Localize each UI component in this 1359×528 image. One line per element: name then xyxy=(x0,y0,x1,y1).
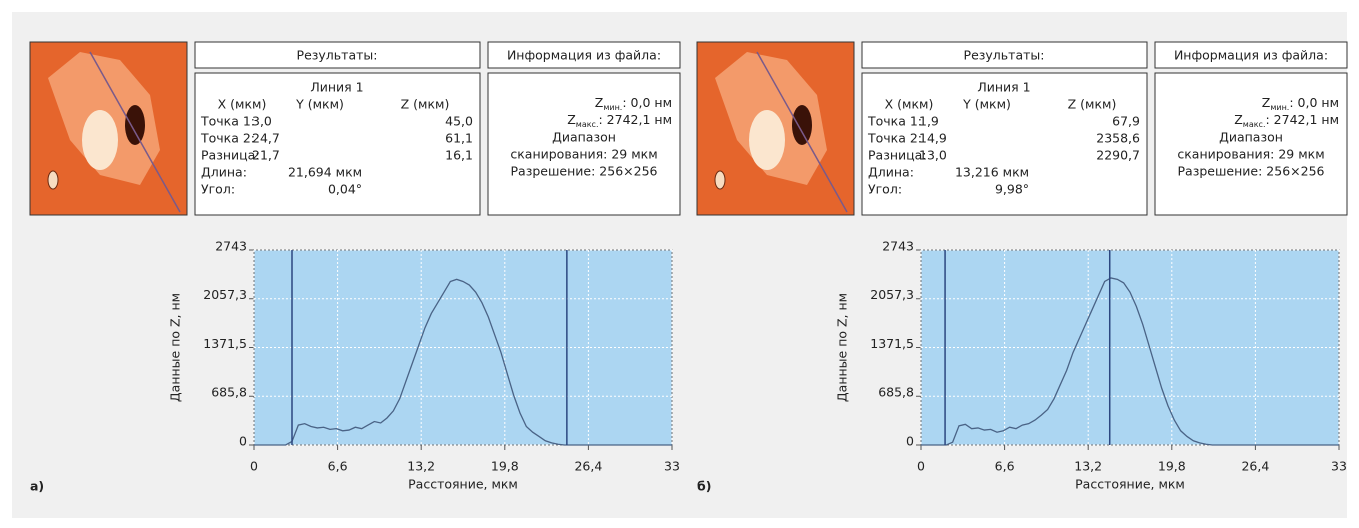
y-axis-label: Данные по Z, нм xyxy=(835,293,850,402)
y-tick-label: 0 xyxy=(239,434,247,449)
x-value: 14,9 xyxy=(919,131,947,146)
x-value: 1,9 xyxy=(919,114,939,129)
x-value: 3,0 xyxy=(252,114,272,129)
x-tick-label: 0 xyxy=(917,459,925,474)
x-value: 24,7 xyxy=(252,131,280,146)
length-value: 13,216 мкм xyxy=(955,165,1029,180)
line-name: Линия 1 xyxy=(977,80,1030,95)
z-value: 16,1 xyxy=(445,148,473,163)
info-title: Информация из файла: xyxy=(507,48,661,63)
z-subscript: мин. xyxy=(1270,103,1289,112)
column-header: X (мкм) xyxy=(218,97,267,112)
angle-value: 9,98° xyxy=(995,182,1029,197)
x-value: 21,7 xyxy=(252,148,280,163)
z-subscript: макс. xyxy=(1243,120,1266,129)
y-tick-label: 685,8 xyxy=(211,385,247,400)
y-tick-label: 0 xyxy=(906,434,914,449)
z-value: 67,9 xyxy=(1112,114,1140,129)
length-label: Длина: xyxy=(868,165,914,180)
scan-range: сканирования: 29 мкм xyxy=(1177,147,1324,162)
x-tick-label: 19,8 xyxy=(491,459,519,474)
z-value: 2290,7 xyxy=(1096,148,1140,163)
z-symbol: Z xyxy=(567,112,576,127)
x-tick-label: 6,6 xyxy=(328,459,348,474)
y-tick-label: 685,8 xyxy=(878,385,914,400)
y-tick-label: 2743 xyxy=(215,239,247,254)
z-value: 61,1 xyxy=(445,131,473,146)
row-label: Разница: xyxy=(201,148,260,163)
info-title: Информация из файла: xyxy=(1174,48,1328,63)
length-value: 21,694 мкм xyxy=(288,165,362,180)
x-tick-label: 0 xyxy=(250,459,258,474)
results-title: Результаты: xyxy=(297,48,378,63)
row-label: Точка 2: xyxy=(867,131,922,146)
z-value: 2358,6 xyxy=(1096,131,1140,146)
z-value: : 2742,1 нм xyxy=(599,112,673,127)
figure: Результаты: Линия 1 X (мкм) Y (мкм) Z (мкм) Т… xyxy=(0,0,1359,528)
y-tick-label: 1371,5 xyxy=(203,336,247,351)
cell-dark xyxy=(792,105,812,145)
row-label: Разница: xyxy=(868,148,927,163)
x-tick-label: 33 xyxy=(1331,459,1347,474)
x-tick-label: 19,8 xyxy=(1158,459,1186,474)
x-axis-label: Расстояние, мкм xyxy=(408,477,518,492)
column-header: X (мкм) xyxy=(885,97,934,112)
column-header: Y (мкм) xyxy=(295,97,344,112)
column-header: Y (мкм) xyxy=(962,97,1011,112)
x-tick-label: 33 xyxy=(664,459,680,474)
z-symbol: Z xyxy=(1234,112,1243,127)
y-tick-label: 2743 xyxy=(882,239,914,254)
y-tick-label: 2057,3 xyxy=(870,287,914,302)
x-tick-label: 26,4 xyxy=(574,459,602,474)
line-name: Линия 1 xyxy=(310,80,363,95)
z-value: : 0,0 нм xyxy=(622,95,672,110)
angle-label: Угол: xyxy=(868,182,902,197)
z-value: : 2742,1 нм xyxy=(1266,112,1340,127)
scan-range: Диапазон xyxy=(1219,130,1283,145)
resolution: Разрешение: 256×256 xyxy=(511,164,658,179)
cell-bright xyxy=(82,110,118,170)
z-subscript: мин. xyxy=(603,103,622,112)
x-tick-label: 13,2 xyxy=(1074,459,1102,474)
angle-label: Угол: xyxy=(201,182,235,197)
particle xyxy=(715,171,725,189)
resolution: Разрешение: 256×256 xyxy=(1178,164,1325,179)
length-label: Длина: xyxy=(201,165,247,180)
angle-value: 0,04° xyxy=(328,182,362,197)
cell-bright xyxy=(749,110,785,170)
x-value: 13,0 xyxy=(919,148,947,163)
row-label: Точка 2: xyxy=(200,131,255,146)
column-header: Z (мкм) xyxy=(1068,97,1117,112)
y-tick-label: 2057,3 xyxy=(203,287,247,302)
panel-label: б) xyxy=(697,479,711,494)
z-symbol: Z xyxy=(1262,95,1271,110)
z-value: : 0,0 нм xyxy=(1289,95,1339,110)
scan-range: сканирования: 29 мкм xyxy=(510,147,657,162)
z-subscript: макс. xyxy=(576,120,599,129)
z-value: 45,0 xyxy=(445,114,473,129)
y-tick-label: 1371,5 xyxy=(870,336,914,351)
row-label: Точка 1: xyxy=(200,114,255,129)
cell-dark xyxy=(125,105,145,145)
y-axis-label: Данные по Z, нм xyxy=(168,293,183,402)
row-label: Точка 1: xyxy=(867,114,922,129)
x-tick-label: 26,4 xyxy=(1241,459,1269,474)
x-axis-label: Расстояние, мкм xyxy=(1075,477,1185,492)
x-tick-label: 6,6 xyxy=(995,459,1015,474)
x-tick-label: 13,2 xyxy=(407,459,435,474)
scan-range: Диапазон xyxy=(552,130,616,145)
particle xyxy=(48,171,58,189)
panel-label: а) xyxy=(30,479,44,494)
results-title: Результаты: xyxy=(964,48,1045,63)
column-header: Z (мкм) xyxy=(401,97,450,112)
z-symbol: Z xyxy=(595,95,604,110)
